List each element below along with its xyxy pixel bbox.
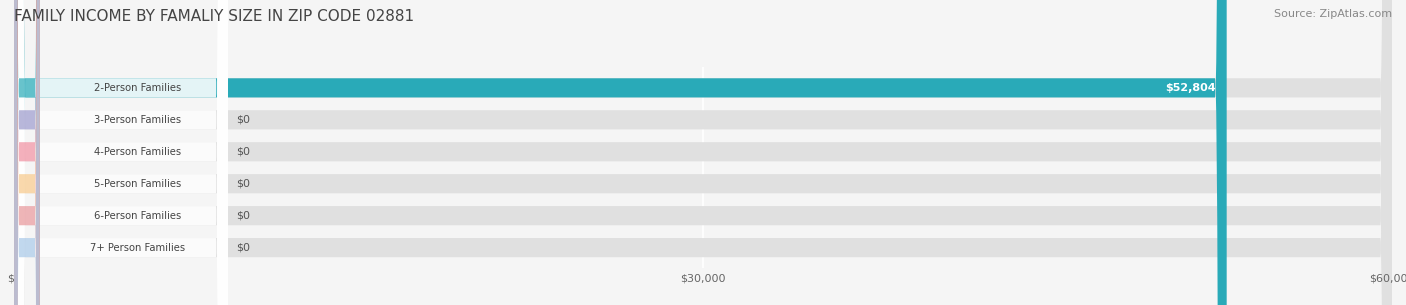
FancyBboxPatch shape: [14, 0, 39, 305]
FancyBboxPatch shape: [14, 0, 1392, 305]
FancyBboxPatch shape: [14, 0, 228, 305]
FancyBboxPatch shape: [14, 0, 1392, 305]
FancyBboxPatch shape: [14, 0, 39, 305]
FancyBboxPatch shape: [14, 0, 39, 305]
FancyBboxPatch shape: [14, 0, 228, 305]
FancyBboxPatch shape: [14, 0, 228, 305]
FancyBboxPatch shape: [14, 0, 1392, 305]
FancyBboxPatch shape: [14, 0, 1392, 305]
Text: $0: $0: [236, 115, 250, 125]
Text: $0: $0: [236, 211, 250, 221]
Text: 2-Person Families: 2-Person Families: [94, 83, 181, 93]
Text: $0: $0: [236, 243, 250, 253]
FancyBboxPatch shape: [14, 0, 39, 305]
Text: Source: ZipAtlas.com: Source: ZipAtlas.com: [1274, 9, 1392, 19]
FancyBboxPatch shape: [14, 0, 1392, 305]
Text: 7+ Person Families: 7+ Person Families: [90, 243, 186, 253]
FancyBboxPatch shape: [14, 0, 39, 305]
FancyBboxPatch shape: [14, 0, 228, 305]
FancyBboxPatch shape: [14, 0, 1226, 305]
Text: $0: $0: [236, 179, 250, 189]
Text: $52,804: $52,804: [1166, 83, 1216, 93]
FancyBboxPatch shape: [14, 0, 228, 305]
FancyBboxPatch shape: [14, 0, 228, 305]
Text: 3-Person Families: 3-Person Families: [94, 115, 181, 125]
Text: FAMILY INCOME BY FAMALIY SIZE IN ZIP CODE 02881: FAMILY INCOME BY FAMALIY SIZE IN ZIP COD…: [14, 9, 415, 24]
Text: 5-Person Families: 5-Person Families: [94, 179, 181, 189]
Text: $0: $0: [236, 147, 250, 157]
Text: 4-Person Families: 4-Person Families: [94, 147, 181, 157]
FancyBboxPatch shape: [14, 0, 39, 305]
Text: 6-Person Families: 6-Person Families: [94, 211, 181, 221]
FancyBboxPatch shape: [14, 0, 1392, 305]
